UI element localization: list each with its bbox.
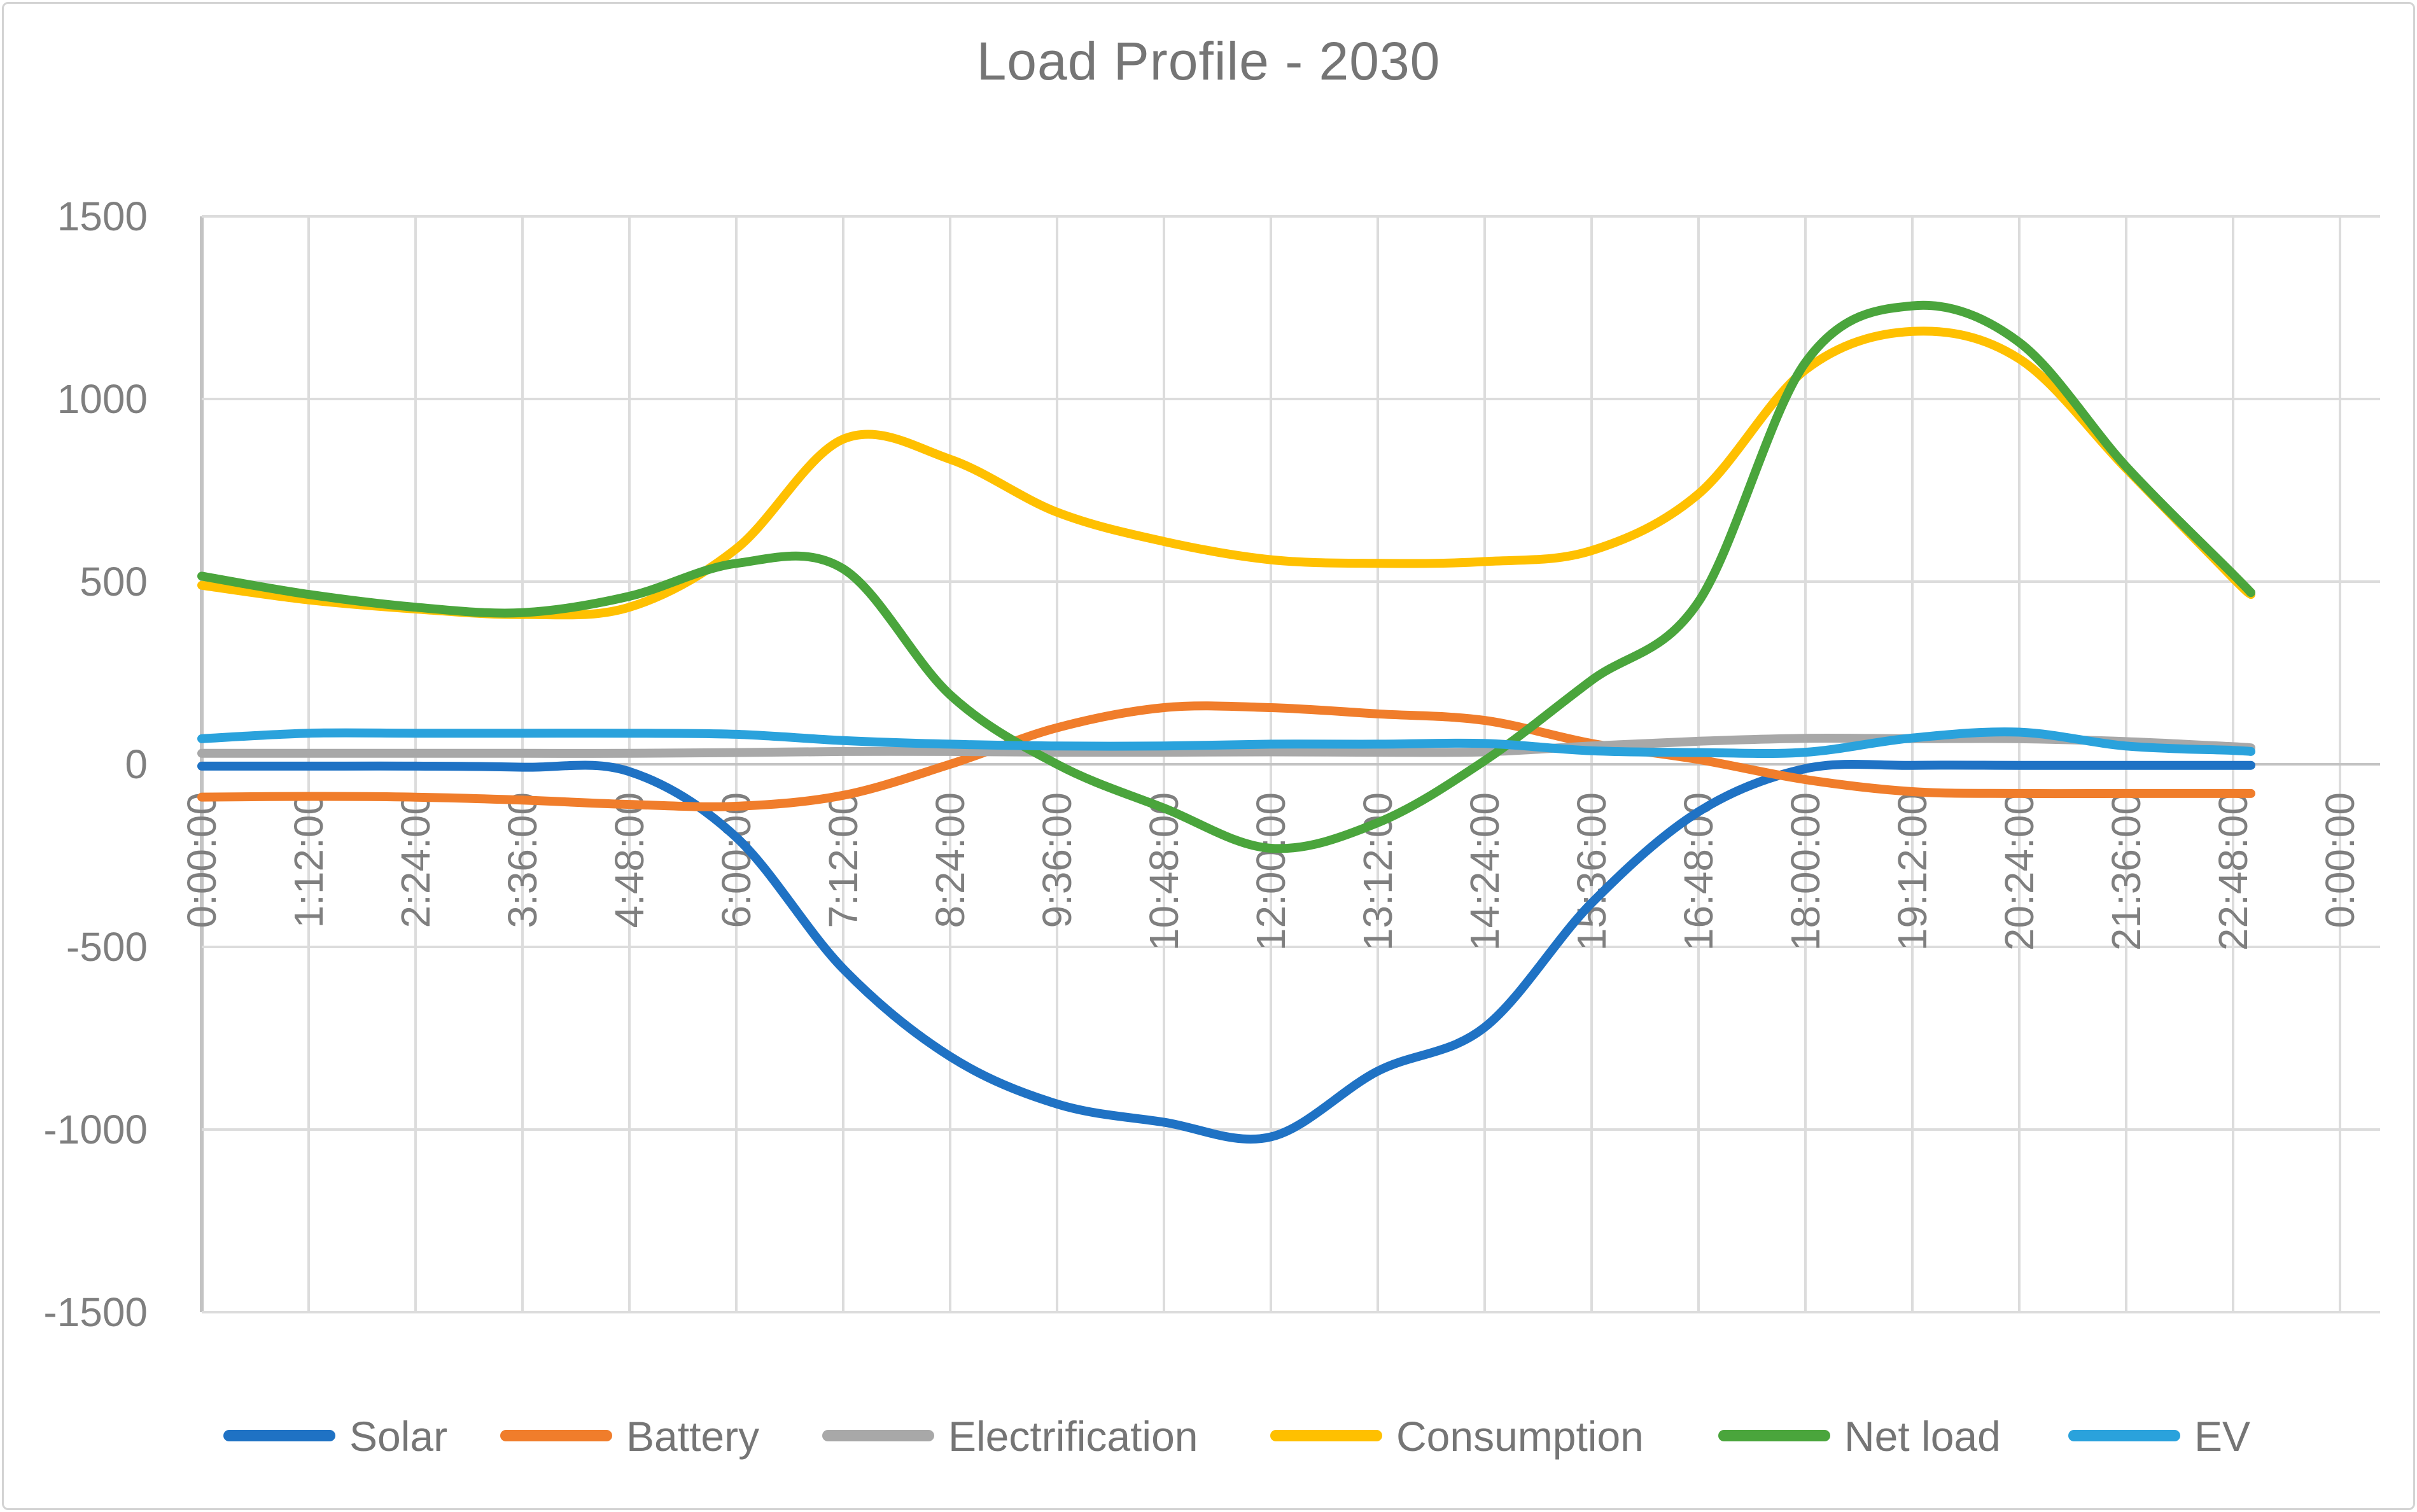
x-axis-tick-label: 22:48:00 — [2210, 792, 2256, 951]
legend-item-battery: Battery — [500, 1413, 759, 1460]
series-line-ev — [197, 727, 2255, 759]
y-axis-tick-label: 1500 — [57, 193, 148, 239]
x-axis-tick-label: 18:00:00 — [1783, 792, 1828, 951]
chart-title: Load Profile - 2030 — [976, 31, 1441, 91]
y-axis-tick-label: -1500 — [43, 1289, 148, 1335]
legend-item-solar: Solar — [223, 1413, 447, 1460]
x-axis-tick-label: 3:36:00 — [500, 792, 545, 928]
x-axis-tick-label: 20:24:00 — [1996, 792, 2042, 951]
legend-label: Solar — [349, 1413, 447, 1460]
x-axis-tick-label: 2:24:00 — [393, 792, 438, 928]
x-axis-tick-label: 12:00:00 — [1248, 792, 1294, 951]
legend-swatch — [223, 1430, 335, 1441]
series-line-net-load — [197, 300, 2255, 853]
legend-label: Net load — [1844, 1413, 2001, 1460]
legend-item-ev: EV — [2068, 1413, 2250, 1460]
x-axis-tick-label: 9:36:00 — [1034, 792, 1080, 928]
legend-item-electrification: Electrification — [822, 1413, 1198, 1460]
x-axis-tick-label: 0:00:00 — [2317, 792, 2363, 928]
x-axis-tick-label: 0:00:00 — [179, 792, 225, 928]
x-axis-tick-label: 14:24:00 — [1462, 792, 1508, 951]
legend-label: Battery — [626, 1413, 759, 1460]
legend-label: Consumption — [1396, 1413, 1644, 1460]
legend-swatch — [2068, 1430, 2180, 1441]
legend-swatch — [1718, 1430, 1830, 1441]
series-line-battery — [197, 701, 2255, 811]
x-axis-tick-label: 6:00:00 — [713, 792, 759, 928]
x-axis-tick-label: 19:12:00 — [1889, 792, 1935, 951]
x-axis-tick-label: 8:24:00 — [927, 792, 973, 928]
x-axis-tick-label: 7:12:00 — [820, 792, 866, 928]
y-axis-tick-label: -1000 — [43, 1107, 148, 1152]
legend-label: Electrification — [948, 1413, 1198, 1460]
legend-label: EV — [2194, 1413, 2250, 1460]
x-axis-tick-label: 21:36:00 — [2103, 792, 2149, 951]
legend-swatch — [1270, 1430, 1382, 1441]
y-axis-tick-label: 1000 — [57, 376, 148, 422]
y-axis-tick-label: 0 — [125, 741, 148, 787]
x-axis-tick-label: 1:12:00 — [286, 792, 332, 928]
y-axis-tick-label: 500 — [80, 559, 148, 605]
legend-swatch — [500, 1430, 612, 1441]
legend-item-consumption: Consumption — [1270, 1413, 1644, 1460]
legend-item-net-load: Net load — [1718, 1413, 2001, 1460]
y-axis-tick-label: -500 — [66, 924, 148, 970]
legend-swatch — [822, 1430, 934, 1441]
series-line-consumption — [197, 326, 2255, 620]
x-axis-tick-label: 4:48:00 — [606, 792, 652, 928]
series-line-solar — [197, 760, 2255, 1144]
